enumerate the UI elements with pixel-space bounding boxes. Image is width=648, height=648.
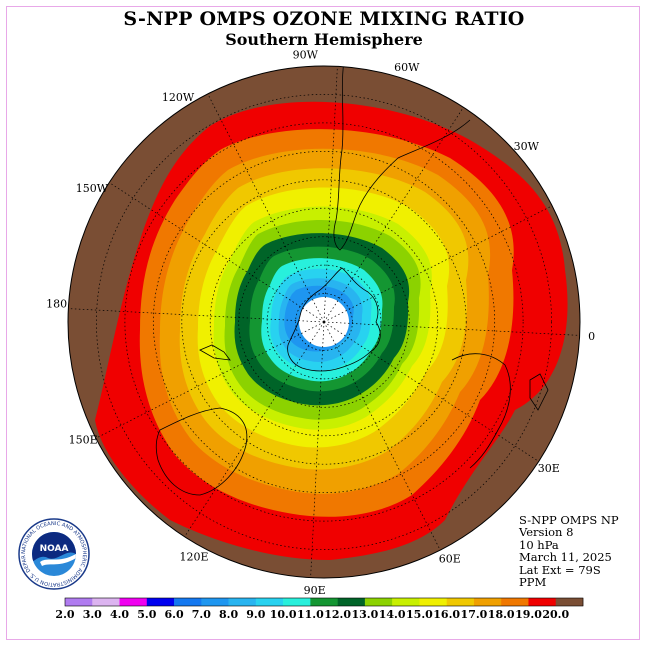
info-instrument: S-NPP OMPS NP (519, 513, 619, 527)
colorbar-tick-label: 9.0 (246, 608, 265, 621)
longitude-label: 60W (394, 61, 420, 74)
colorbar-swatch (555, 598, 584, 606)
colorbar-tick-label: 18.0 (488, 608, 515, 621)
coastline-australia (155, 407, 248, 496)
dataset-info: S-NPP OMPS NP Version 8 10 hPa March 11,… (519, 513, 619, 590)
map-title: S-NPP OMPS OZONE MIXING RATIO (123, 8, 525, 30)
colorbar-tick-label: 17.0 (461, 608, 488, 621)
meridian-line (323, 321, 539, 462)
colorbar-tick-label: 20.0 (542, 608, 569, 621)
longitude-label: 120W (162, 91, 195, 104)
meridian-line (323, 205, 553, 323)
coastline-africa (451, 353, 511, 469)
longitude-grid (68, 66, 580, 578)
colorbar-tick-label: 15.0 (406, 608, 433, 621)
coastline-new-zealand (199, 344, 231, 361)
longitude-label: 120E (180, 550, 209, 563)
coastlines (155, 66, 549, 496)
colorbar-swatch (119, 598, 148, 606)
longitude-labels: 90W 60W 30W 0 30E 60E 90E 120E 150E 180 150W 120W (46, 49, 595, 597)
colorbar-tick-label: 6.0 (164, 608, 183, 621)
colorbar-tick-label: 13.0 (351, 608, 378, 621)
longitude-label: 150E (69, 433, 98, 446)
colorbar-tick-label: 19.0 (515, 608, 542, 621)
info-version: Version 8 (519, 525, 574, 540)
longitude-label: 30W (514, 140, 540, 153)
colorbar-swatch (201, 598, 229, 606)
colorbar-tick-label: 7.0 (192, 608, 211, 621)
colorbar-tick-label: 12.0 (324, 608, 351, 621)
colorbar: 2.0 3.0 4.0 5.0 6.0 7.0 8.0 9.0 10.0 11.0 12.0 13.0… (55, 597, 584, 621)
longitude-label: 180 (46, 297, 67, 310)
colorbar-tick-label: 3.0 (83, 608, 102, 621)
colorbar-swatch (364, 598, 393, 606)
figure-frame (6, 6, 640, 640)
colorbar-swatch (446, 598, 475, 606)
coastline-madagascar (529, 373, 549, 411)
longitude-label: 150W (76, 182, 109, 195)
latitude-grid (96, 94, 552, 550)
meridian-line (207, 93, 325, 323)
colorbar-frame (64, 597, 584, 607)
colorbar-swatch (337, 598, 366, 606)
colorbar-tick-label: 14.0 (379, 608, 406, 621)
colorbar-swatch (501, 598, 529, 606)
meridian-line (68, 308, 325, 323)
info-units: PPM (519, 575, 547, 590)
colorbar-tick-label: 4.0 (110, 608, 129, 621)
colorbar-swatch (473, 598, 502, 606)
meridian-line (323, 321, 441, 551)
meridian-line (323, 321, 580, 336)
longitude-label: 30E (538, 462, 560, 475)
meridian-line (310, 321, 325, 578)
colorbar-tick-label: 2.0 (55, 608, 74, 621)
meridian-line (323, 66, 338, 323)
colorbar-swatch (146, 598, 175, 606)
logo-text: NOAA (40, 544, 69, 554)
noaa-logo: NATIONAL OCEANIC AND ATMOSPHERIC ADMINIS… (18, 518, 90, 590)
info-pressure-level: 10 hPa (519, 537, 559, 552)
colorbar-tick-label: 11.0 (297, 608, 324, 621)
longitude-label: 60E (439, 553, 461, 566)
colorbar-swatch (528, 598, 557, 606)
colorbar-tick-label: 8.0 (219, 608, 238, 621)
colorbar-swatch (392, 598, 420, 606)
colorbar-tick-label: 10.0 (270, 608, 297, 621)
meridian-line (95, 321, 325, 439)
coastline-south-america (333, 66, 471, 251)
colorbar-swatch (65, 598, 93, 606)
colorbar-tick-label: 16.0 (433, 608, 460, 621)
meridian-line (109, 182, 325, 323)
longitude-label: 90W (293, 49, 319, 62)
colorbar-swatch (92, 598, 120, 606)
meridian-line (323, 107, 464, 323)
colorbar-swatch (255, 598, 284, 606)
colorbar-swatch (283, 598, 311, 606)
meridian-line (184, 321, 325, 537)
map-boundary (67, 65, 581, 579)
colorbar-swatch (310, 598, 338, 606)
colorbar-tick-label: 5.0 (137, 608, 156, 621)
info-date: March 11, 2025 (519, 550, 612, 565)
colorbar-swatch (174, 598, 202, 606)
colorbar-swatch (228, 598, 257, 606)
longitude-label: 0 (588, 330, 595, 343)
coastline-antarctica (287, 267, 381, 372)
info-lat-extent: Lat Ext = 79S (519, 562, 601, 577)
ozone-contour-field (68, 66, 580, 578)
longitude-label: 90E (304, 584, 326, 597)
colorbar-swatch (419, 598, 447, 606)
map-subtitle: Southern Hemisphere (225, 30, 423, 49)
